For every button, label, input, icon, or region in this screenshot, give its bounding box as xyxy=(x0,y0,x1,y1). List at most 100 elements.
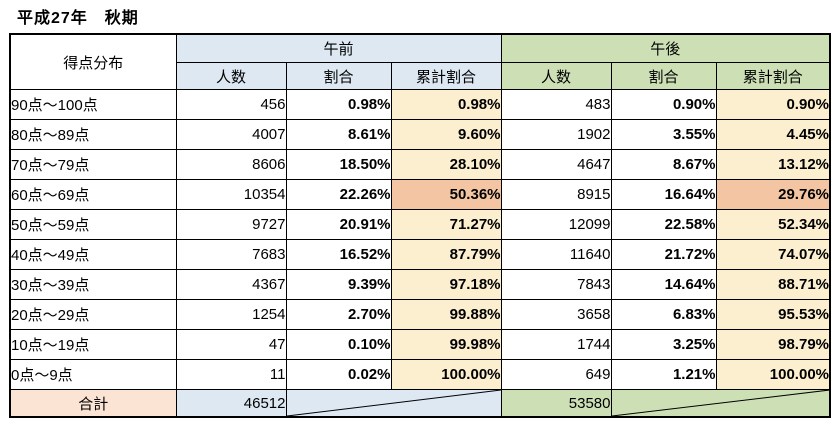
am-pct-cell: 22.26% xyxy=(285,179,392,210)
total-label: 合計 xyxy=(9,389,177,418)
am-pct-cell: 9.39% xyxy=(285,269,392,300)
am-cum-cell: 87.79% xyxy=(390,239,502,270)
am-pct-cell: 8.61% xyxy=(285,119,392,150)
am-cum-cell: 100.00% xyxy=(390,359,502,390)
group-header-pm: 午後 xyxy=(500,33,831,63)
pm-pct-cell: 16.64% xyxy=(610,179,717,210)
corner-header-score-distribution: 得点分布 xyxy=(9,33,177,90)
pm-cum-cell: 0.90% xyxy=(715,89,831,120)
table-row: 0点〜9点 11 0.02% 100.00% 649 1.21% 100.00% xyxy=(9,359,831,390)
am-pct-cell: 0.02% xyxy=(285,359,392,390)
pm-pct-cell: 14.64% xyxy=(610,269,717,300)
diagonal-line xyxy=(612,390,830,416)
total-pm-count: 53580 xyxy=(500,389,612,418)
table-row: 90点〜100点 456 0.98% 0.98% 483 0.90% 0.90% xyxy=(9,89,831,120)
am-count-cell: 9727 xyxy=(175,209,287,240)
pm-count-cell: 7843 xyxy=(500,269,612,300)
table-row: 70点〜79点 8606 18.50% 28.10% 4647 8.67% 13… xyxy=(9,149,831,180)
am-pct-cell: 16.52% xyxy=(285,239,392,270)
am-cum-cell: 0.98% xyxy=(390,89,502,120)
row-label: 90点〜100点 xyxy=(9,89,177,120)
row-label: 30点〜39点 xyxy=(9,269,177,300)
am-pct-cell: 2.70% xyxy=(285,299,392,330)
pm-count-header: 人数 xyxy=(500,62,612,90)
pm-pct-cell: 8.67% xyxy=(610,149,717,180)
table-row: 50点〜59点 9727 20.91% 71.27% 12099 22.58% … xyxy=(9,209,831,240)
table-row: 10点〜19点 47 0.10% 99.98% 1744 3.25% 98.79… xyxy=(9,329,831,360)
am-count-header: 人数 xyxy=(175,62,287,90)
am-count-cell: 4007 xyxy=(175,119,287,150)
am-pct-header: 割合 xyxy=(285,62,392,90)
pm-count-cell: 3658 xyxy=(500,299,612,330)
page-title: 平成27年 秋期 xyxy=(17,10,139,27)
pm-cum-cell: 52.34% xyxy=(715,209,831,240)
am-count-cell: 10354 xyxy=(175,179,287,210)
pm-pct-cell: 0.90% xyxy=(610,89,717,120)
am-count-cell: 4367 xyxy=(175,269,287,300)
am-count-cell: 11 xyxy=(175,359,287,390)
am-cum-cell-highlighted: 50.36% xyxy=(390,179,502,210)
pm-cum-cell: 95.53% xyxy=(715,299,831,330)
pm-cum-cell: 4.45% xyxy=(715,119,831,150)
pm-count-cell: 8915 xyxy=(500,179,612,210)
am-pct-cell: 18.50% xyxy=(285,149,392,180)
pm-count-cell: 483 xyxy=(500,89,612,120)
am-count-cell: 8606 xyxy=(175,149,287,180)
table-row: 20点〜29点 1254 2.70% 99.88% 3658 6.83% 95.… xyxy=(9,299,831,330)
pm-pct-cell: 22.58% xyxy=(610,209,717,240)
pm-count-cell: 649 xyxy=(500,359,612,390)
header-group-row: 得点分布 午前 午後 xyxy=(9,33,831,90)
table-row-highlighted: 60点〜69点 10354 22.26% 50.36% 8915 16.64% … xyxy=(9,179,831,210)
pm-cum-cell: 88.71% xyxy=(715,269,831,300)
am-cum-cell: 9.60% xyxy=(390,119,502,150)
total-am-count: 46512 xyxy=(175,389,287,418)
am-count-cell: 456 xyxy=(175,89,287,120)
table-row: 80点〜89点 4007 8.61% 9.60% 1902 3.55% 4.45… xyxy=(9,119,831,150)
row-label: 80点〜89点 xyxy=(9,119,177,150)
row-label: 60点〜69点 xyxy=(9,179,177,210)
am-cum-cell: 99.98% xyxy=(390,329,502,360)
diagonal-line xyxy=(287,390,501,416)
am-pct-cell: 20.91% xyxy=(285,209,392,240)
am-count-cell: 7683 xyxy=(175,239,287,270)
row-label: 50点〜59点 xyxy=(9,209,177,240)
pm-pct-cell: 21.72% xyxy=(610,239,717,270)
pm-count-cell: 11640 xyxy=(500,239,612,270)
header-sub-row: 人数 割合 累計割合 人数 割合 累計割合 xyxy=(10,62,831,90)
am-cum-header: 累計割合 xyxy=(390,62,502,90)
pm-pct-cell: 1.21% xyxy=(610,359,717,390)
pm-cum-cell: 98.79% xyxy=(715,329,831,360)
table-row: 40点〜49点 7683 16.52% 87.79% 11640 21.72% … xyxy=(9,239,831,270)
group-header-am: 午前 xyxy=(175,33,502,63)
pm-pct-cell: 6.83% xyxy=(610,299,717,330)
row-label: 20点〜29点 xyxy=(9,299,177,330)
score-distribution-table: 得点分布 午前 午後 人数 割合 累計割合 人数 割合 累計割合 90点〜100… xyxy=(9,33,831,418)
pm-cum-cell: 13.12% xyxy=(715,149,831,180)
pm-count-cell: 4647 xyxy=(500,149,612,180)
am-cum-cell: 28.10% xyxy=(390,149,502,180)
am-pct-cell: 0.98% xyxy=(285,89,392,120)
pm-pct-cell: 3.55% xyxy=(610,119,717,150)
pm-cum-cell-highlighted: 29.76% xyxy=(715,179,831,210)
am-cum-cell: 99.88% xyxy=(390,299,502,330)
row-label: 10点〜19点 xyxy=(9,329,177,360)
am-cum-cell: 71.27% xyxy=(390,209,502,240)
total-am-diagonal-cell xyxy=(285,389,502,418)
pm-cum-cell: 74.07% xyxy=(715,239,831,270)
pm-count-cell: 1902 xyxy=(500,119,612,150)
pm-count-cell: 12099 xyxy=(500,209,612,240)
pm-cum-cell: 100.00% xyxy=(715,359,831,390)
table-row: 30点〜39点 4367 9.39% 97.18% 7843 14.64% 88… xyxy=(9,269,831,300)
row-label: 0点〜9点 xyxy=(9,359,177,390)
pm-pct-cell: 3.25% xyxy=(610,329,717,360)
row-label: 40点〜49点 xyxy=(9,239,177,270)
am-count-cell: 1254 xyxy=(175,299,287,330)
am-count-cell: 47 xyxy=(175,329,287,360)
total-row: 合計 46512 53580 xyxy=(9,389,831,418)
am-cum-cell: 97.18% xyxy=(390,269,502,300)
pm-cum-header: 累計割合 xyxy=(715,62,831,90)
row-label: 70点〜79点 xyxy=(9,149,177,180)
am-pct-cell: 0.10% xyxy=(285,329,392,360)
total-pm-diagonal-cell xyxy=(610,389,831,418)
